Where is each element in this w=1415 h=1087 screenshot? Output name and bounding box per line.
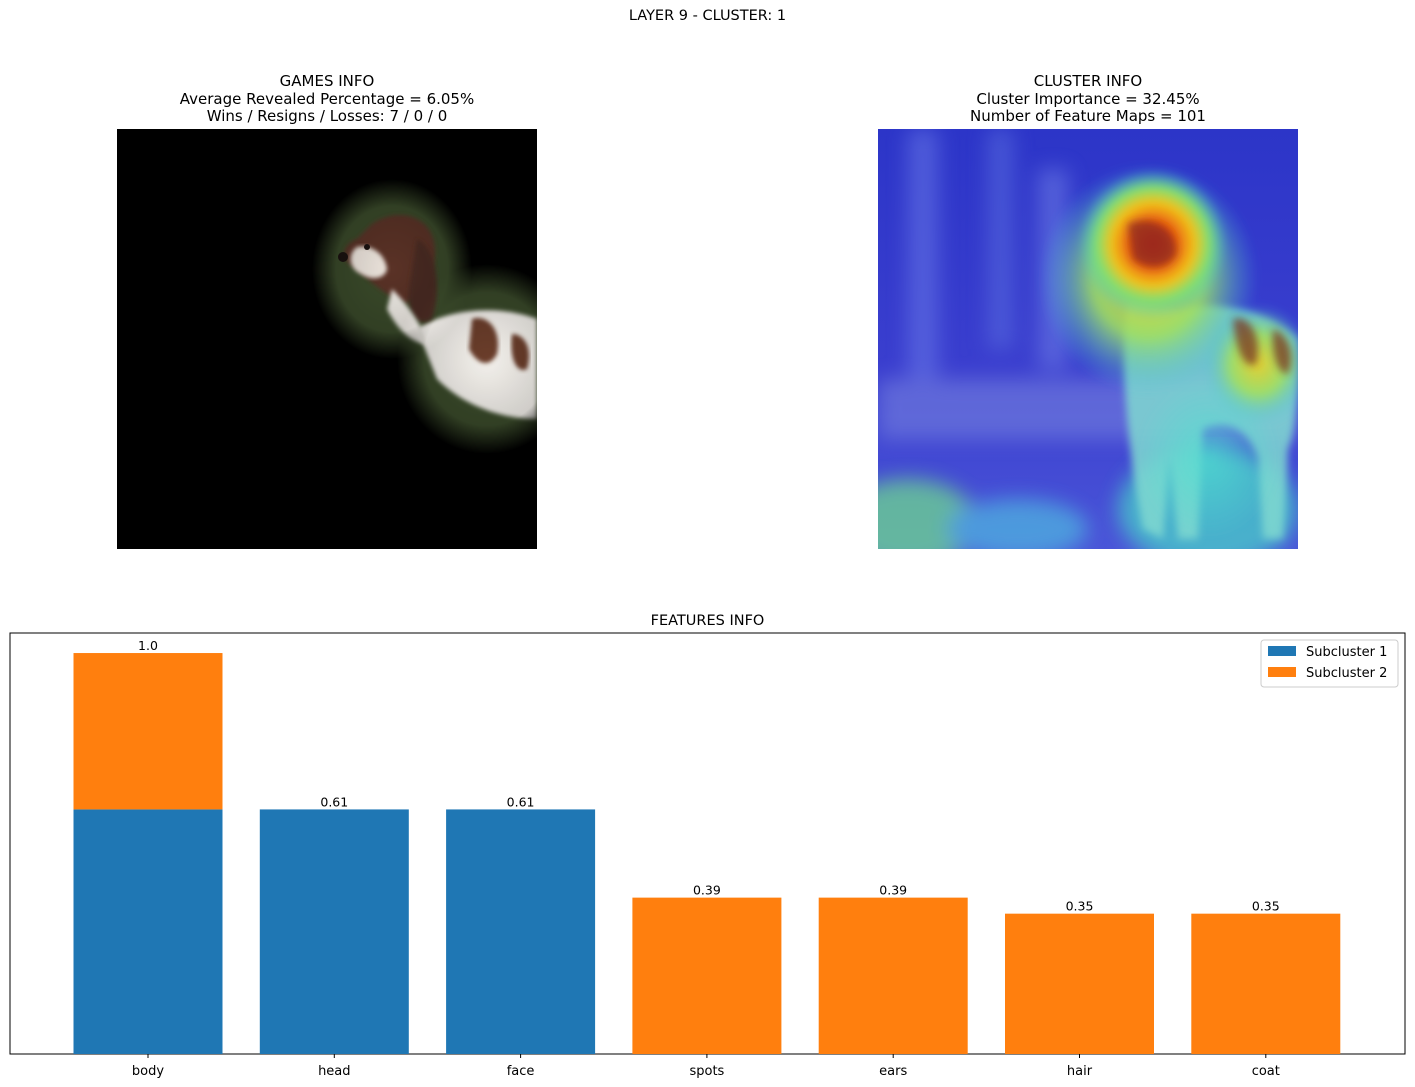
bar-value-label-spots: 0.39 — [693, 883, 721, 898]
average-revealed-percentage: Average Revealed Percentage = 6.05% — [179, 89, 475, 108]
bar-body-subcluster-1 — [73, 809, 223, 1054]
legend: Subcluster 1 Subcluster 2 — [1260, 639, 1399, 688]
figure-title: LAYER 9 - CLUSTER: 1 — [628, 8, 787, 24]
bar-head-subcluster-1 — [259, 809, 409, 1054]
cluster-importance: Cluster Importance = 32.45% — [976, 89, 1200, 108]
legend-label-subcluster-2: Subcluster 2 — [1306, 666, 1387, 681]
x-ticks-group: body head face spots ears hair coat — [132, 1054, 1280, 1079]
masked-dog-image — [117, 129, 537, 549]
cluster-info-title: CLUSTER INFO Cluster Importance = 32.45%… — [878, 72, 1298, 126]
bar-spots-subcluster-2 — [632, 897, 782, 1054]
x-tick-label-face: face — [507, 1064, 535, 1079]
legend-label-subcluster-1: Subcluster 1 — [1306, 645, 1387, 660]
bar-labels-group: 1.0 0.61 0.61 0.39 0.39 0.35 0.35 — [138, 638, 1280, 914]
bar-value-label-face: 0.61 — [507, 794, 535, 809]
wins-resigns-losses: Wins / Resigns / Losses: 7 / 0 / 0 — [206, 107, 448, 125]
bar-value-label-body: 1.0 — [138, 638, 158, 653]
bar-face-subcluster-1 — [446, 809, 596, 1054]
bar-hair-subcluster-2 — [1005, 913, 1154, 1054]
x-tick-label-coat: coat — [1252, 1064, 1280, 1079]
x-tick-label-hair: hair — [1067, 1064, 1093, 1079]
legend-swatch-subcluster-2 — [1268, 667, 1296, 677]
games-info-heading: GAMES INFO — [279, 72, 375, 90]
feature-map-count: Number of Feature Maps = 101 — [970, 107, 1206, 125]
x-tick-label-body: body — [132, 1064, 164, 1079]
bar-value-label-hair: 0.35 — [1066, 899, 1094, 914]
x-tick-label-spots: spots — [689, 1064, 724, 1079]
bar-value-label-coat: 0.35 — [1252, 899, 1280, 914]
x-tick-label-ears: ears — [879, 1064, 907, 1079]
games-info-title: GAMES INFO Average Revealed Percentage =… — [117, 72, 537, 126]
cluster-heatmap-image — [878, 129, 1298, 549]
bar-ears-subcluster-2 — [818, 897, 968, 1054]
bar-value-label-ears: 0.39 — [879, 883, 907, 898]
features-info-title: FEATURES INFO — [650, 613, 765, 629]
bars-group — [73, 653, 1341, 1054]
bar-value-label-head: 0.61 — [320, 794, 348, 809]
legend-swatch-subcluster-1 — [1268, 646, 1296, 656]
bar-body-subcluster-2 — [73, 653, 223, 810]
bar-coat-subcluster-2 — [1191, 913, 1341, 1054]
cluster-info-heading: CLUSTER INFO — [1033, 72, 1143, 90]
x-tick-label-head: head — [318, 1064, 350, 1079]
